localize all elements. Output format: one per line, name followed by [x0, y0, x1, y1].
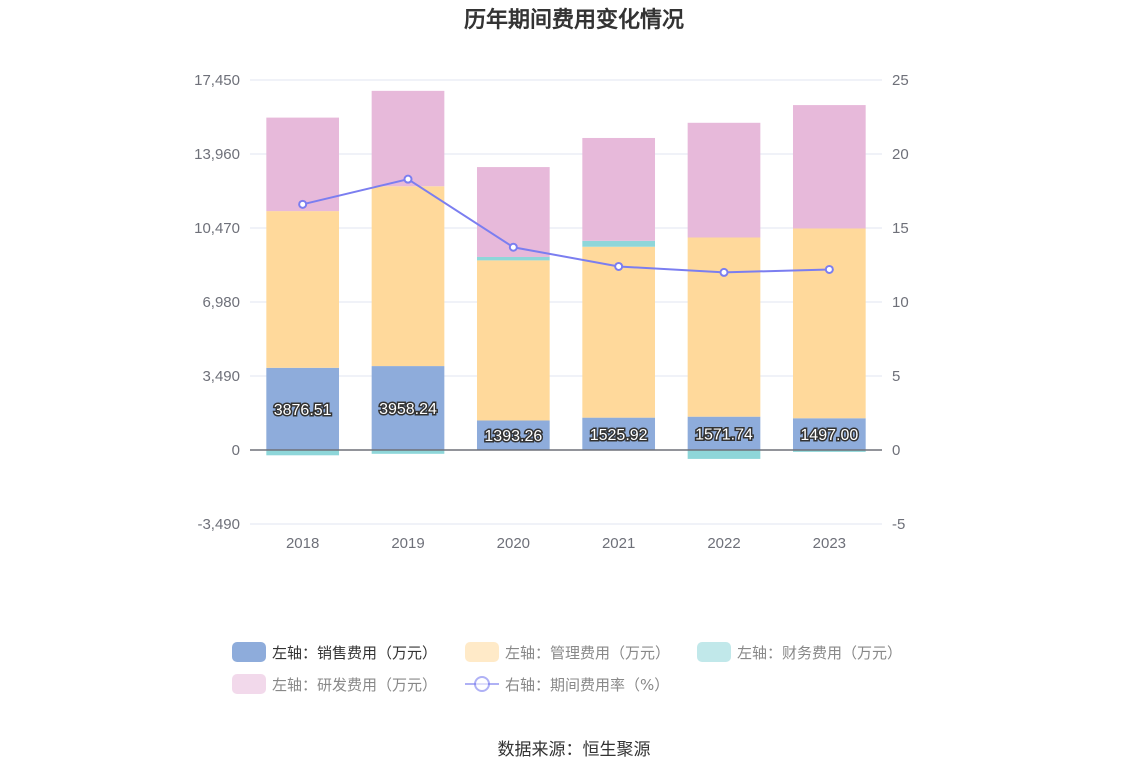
bar-series0-2022: [687, 416, 761, 450]
bar-series0-2019: [371, 366, 445, 450]
legend-swatch: [232, 642, 266, 662]
right-tick-label: 0: [892, 442, 900, 459]
left-tick-label: 6,980: [202, 294, 240, 311]
legend-label: 左轴：销售费用（万元）: [272, 644, 437, 662]
bar-series0-2020: [476, 420, 550, 450]
left-tick-label: -3,490: [197, 516, 240, 533]
bar-series3-2023: [792, 105, 866, 229]
bar-series3-2021: [582, 137, 656, 241]
right-axis: 25 20 15 10 5 0 -5: [892, 72, 909, 533]
right-tick-label: 5: [892, 368, 900, 385]
bar-series0-2018: [266, 367, 340, 450]
bar-series3-2020: [476, 167, 550, 257]
grid: [250, 79, 882, 525]
legend-item-1[interactable]: 左轴：管理费用（万元）: [465, 642, 670, 662]
right-tick-label: 25: [892, 72, 909, 89]
bar-value-label: 3876.51: [274, 402, 332, 419]
x-axis: 2018 2019 2020 2021 2022 2023: [286, 535, 846, 552]
legend-label: 左轴：管理费用（万元）: [505, 644, 670, 662]
rate-point-2019: [403, 174, 413, 184]
rate-point-2018: [298, 199, 308, 209]
bar-value-label: 1525.92: [590, 427, 648, 444]
x-tick-label: 2019: [391, 535, 424, 552]
right-tick-label: -5: [892, 516, 905, 533]
left-axis: 17,450 13,960 10,470 6,980 3,490 0 -3,490: [194, 72, 240, 533]
rate-point-2021: [614, 261, 624, 271]
bar-value-label: 1571.74: [695, 426, 753, 443]
left-tick-label: 3,490: [202, 368, 240, 385]
x-tick-label: 2021: [602, 535, 635, 552]
right-tick-label: 10: [892, 294, 909, 311]
bars: [266, 90, 866, 459]
source-note: 数据来源：恒生聚源: [498, 740, 651, 760]
right-tick-label: 15: [892, 220, 909, 237]
legend-item-0[interactable]: 左轴：销售费用（万元）: [232, 642, 437, 662]
rate-point-2020: [508, 242, 518, 252]
bar-series1-2018: [266, 211, 340, 368]
legend-swatch: [232, 674, 266, 694]
bar-value-label: 3958.24: [379, 401, 437, 418]
bar-series0-2021: [582, 417, 656, 450]
rate-point-2023: [824, 264, 834, 274]
legend-item-2[interactable]: 左轴：财务费用（万元）: [697, 642, 902, 662]
x-tick-label: 2020: [497, 535, 530, 552]
bar-series0-2023: [792, 418, 866, 450]
rate-line: [298, 174, 834, 277]
bar-series1-2023: [792, 228, 866, 419]
legend-item-3[interactable]: 左轴：研发费用（万元）: [232, 674, 437, 694]
legend-item-4[interactable]: 右轴：期间费用率（%）: [465, 676, 669, 694]
bar-series3-2018: [266, 117, 340, 212]
legend-swatch: [697, 642, 731, 662]
rate-point-2022: [719, 267, 729, 277]
right-tick-label: 20: [892, 146, 909, 163]
bar-series2-2023: [792, 450, 866, 452]
x-tick-label: 2023: [813, 535, 846, 552]
bar-series1-2021: [582, 246, 656, 418]
legend-label: 左轴：财务费用（万元）: [737, 644, 902, 662]
left-tick-label: 0: [232, 442, 240, 459]
legend-label: 左轴：研发费用（万元）: [272, 676, 437, 694]
x-tick-label: 2022: [707, 535, 740, 552]
left-tick-label: 10,470: [194, 220, 240, 237]
left-tick-label: 13,960: [194, 146, 240, 163]
bar-series3-2019: [371, 90, 445, 187]
bar-series1-2022: [687, 237, 761, 417]
bar-series1-2020: [476, 260, 550, 421]
legend-swatch-marker: [474, 676, 490, 692]
bar-series2-2018: [266, 450, 340, 456]
bar-value-label: 1393.26: [484, 428, 542, 445]
legend-label: 右轴：期间费用率（%）: [505, 676, 669, 694]
bar-labels: 3876.51 3958.24 1393.26 1525.92 1571.74 1497.…: [272, 400, 860, 447]
x-tick-label: 2018: [286, 535, 319, 552]
bar-series3-2022: [687, 122, 761, 238]
rate-line-path: [302, 178, 830, 274]
legend[interactable]: 左轴：销售费用（万元） 左轴：管理费用（万元） 左轴：财务费用（万元） 左轴：研发费用…: [232, 642, 902, 694]
bar-value-label: 1497.00: [800, 427, 858, 444]
legend-swatch: [465, 642, 499, 662]
bar-series2-2021: [582, 240, 656, 247]
bar-series1-2019: [371, 186, 445, 367]
bar-series2-2022: [687, 450, 761, 459]
bar-series2-2019: [371, 450, 445, 454]
bar-series2-2020: [476, 256, 550, 261]
left-tick-label: 17,450: [194, 72, 240, 89]
chart-title: 历年期间费用变化情况: [464, 7, 684, 33]
